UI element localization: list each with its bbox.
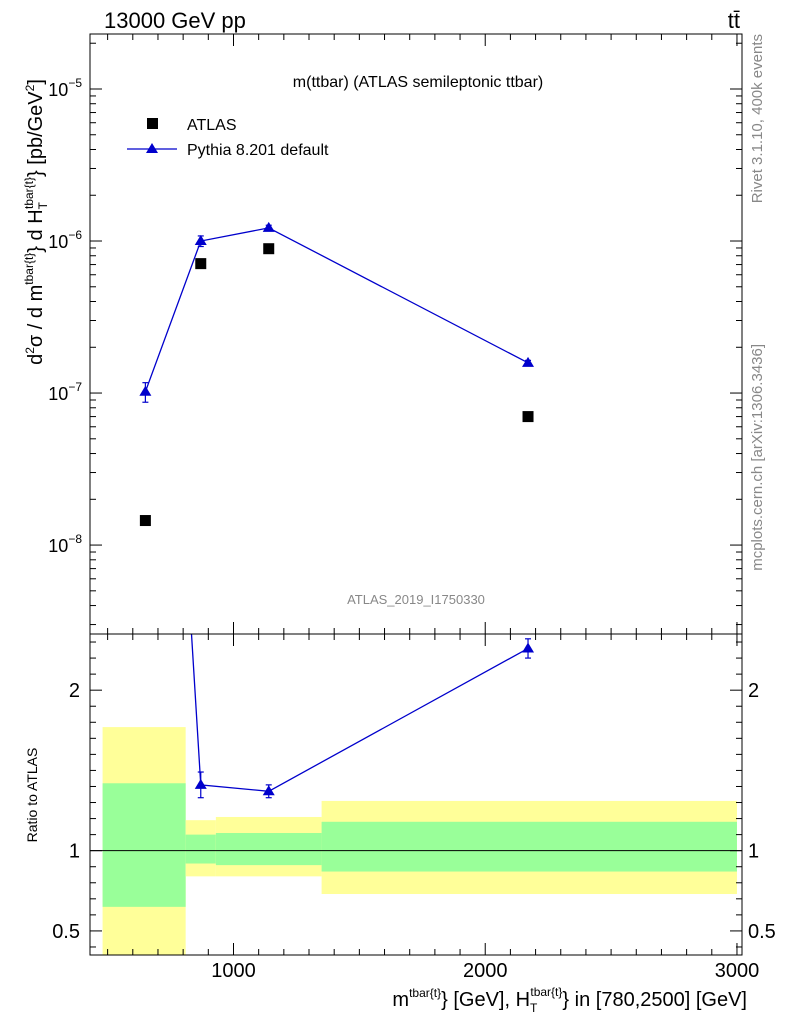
mcplots-text: mcplots.cern.ch [arXiv:1306.3436] [749,344,766,571]
legend: ATLAS Pythia 8.201 default [127,117,329,159]
mc-point-2 [262,221,275,232]
plot-title: m(ttbar) (ATLAS semileptonic ttbar) [293,74,543,91]
ratio-tick-label-right-1: 1 [748,841,759,863]
x-tick-label-0: 1000 [211,960,256,982]
x-tick-label-1: 2000 [463,960,508,982]
band-inner-2 [215,833,322,866]
x-ticks: 1000 2000 3000 [107,34,760,982]
band-inner-3 [321,821,737,872]
ratio-panel: 0.5 0.5 1 1 2 2 1000 2000 3000 [52,34,776,982]
ratio-mc-series [190,634,535,799]
band-inner-0 [102,783,186,907]
mc-point-3 [522,356,535,367]
ratio-mc-point-1 [194,778,207,789]
mc-series [139,221,535,403]
main-panel: 10−8 10−7 10−6 10−5 [48,33,743,635]
legend-atlas-marker [147,118,158,129]
ratio-mc-point-2 [262,785,275,796]
legend-mc-label: Pythia 8.201 default [187,142,329,159]
data-point-3 [522,411,534,423]
ratio-tick-label-right-2: 2 [748,680,759,702]
y-axis-label: d2σ / d mtbar{t}} d HTtbar{t}} [pb/GeV2] [22,79,50,365]
mc-point-1 [194,235,207,246]
mc-line [144,227,529,392]
ratio-mc-line [190,634,529,792]
analysis-watermark: ATLAS_2019_I1750330 [347,592,485,607]
main-tick-label-0: 10−8 [48,532,82,556]
main-tick-label-2: 10−6 [48,228,82,252]
rivet-text: Rivet 3.1.10, 400k events [749,34,766,203]
band-inner-1 [185,834,216,864]
ratio-tick-label-right-0: 0.5 [748,921,776,943]
ratio-y-ticks: 0.5 0.5 1 1 2 2 [52,641,776,948]
x-axis-label: mtbar{t}} [GeV], HTtbar{t}} in [780,2500… [392,985,747,1015]
data-point-1 [195,258,207,270]
mc-point-0 [139,385,152,396]
legend-atlas-label: ATLAS [187,117,237,134]
header-right: tt̄ [728,8,740,33]
header-left: 13000 GeV pp [104,8,246,33]
main-y-ticks: 10−8 10−7 10−6 10−5 [48,42,742,626]
data-point-2 [263,243,275,255]
data-series [139,243,534,527]
ratio-tick-label-left-0: 0.5 [52,921,80,943]
data-point-0 [139,515,151,527]
legend-mc-marker [146,143,158,153]
ratio-frame [89,633,743,956]
ratio-bands [102,727,737,955]
main-tick-label-3: 10−5 [48,76,82,100]
ratio-y-label: Ratio to ATLAS [24,748,40,843]
x-tick-label-2: 3000 [715,960,760,982]
ratio-mc-point-3 [522,642,535,653]
main-tick-label-1: 10−7 [48,380,82,404]
ratio-tick-label-left-2: 2 [69,680,80,702]
ratio-tick-label-left-1: 1 [69,841,80,863]
